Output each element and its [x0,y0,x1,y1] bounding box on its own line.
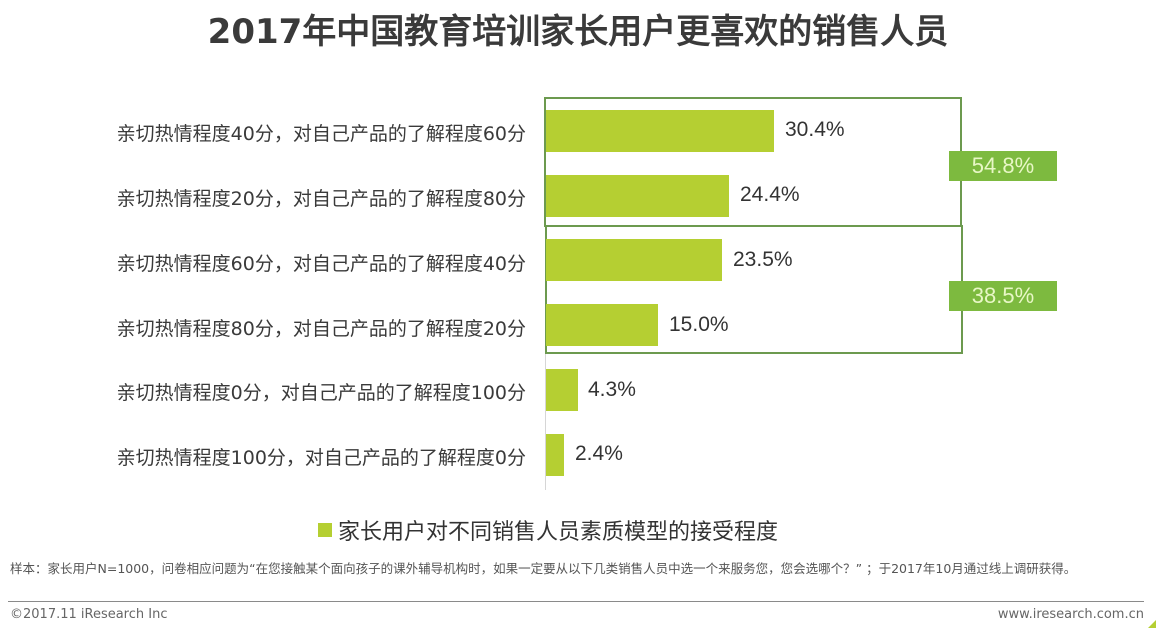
category-label: 亲切热情程度20分，对自己产品的了解程度80分 [116,188,526,210]
bar [546,369,578,411]
category-label: 亲切热情程度60分，对自己产品的了解程度40分 [116,253,526,275]
bar [546,239,722,281]
group-total-badge: 54.8% [949,151,1057,181]
bar-value-label: 2.4% [575,442,623,465]
bar-value-label: 30.4% [785,118,845,141]
sample-note: 样本：家长用户N=1000，问卷相应问题为“在您接触某个面向孩子的课外辅导机构时… [10,561,1077,576]
bar [546,434,564,476]
bar-value-label: 15.0% [669,313,729,336]
chart-title: 2017年中国教育培训家长用户更喜欢的销售人员 [207,12,949,52]
legend: 家长用户对不同销售人员素质模型的接受程度 [318,514,778,546]
bar-value-label: 23.5% [733,248,793,271]
legend-swatch-icon [318,523,332,537]
bar [546,110,774,152]
legend-label: 家长用户对不同销售人员素质模型的接受程度 [338,520,779,545]
website-link[interactable]: www.iresearch.com.cn [997,607,1144,622]
copyright-text: ©2017.11 iResearch Inc [10,607,168,622]
bar [546,304,658,346]
category-label: 亲切热情程度0分，对自己产品的了解程度100分 [116,382,526,404]
bar-value-label: 4.3% [588,378,636,401]
category-label: 亲切热情程度100分，对自己产品的了解程度0分 [116,447,526,469]
corner-decoration-icon [1148,620,1156,628]
bar [546,175,729,217]
footer-divider [8,601,1144,602]
category-label: 亲切热情程度80分，对自己产品的了解程度20分 [116,318,526,340]
group-total-badge: 38.5% [949,281,1057,311]
bar-value-label: 24.4% [740,183,800,206]
category-label: 亲切热情程度40分，对自己产品的了解程度60分 [116,123,526,145]
